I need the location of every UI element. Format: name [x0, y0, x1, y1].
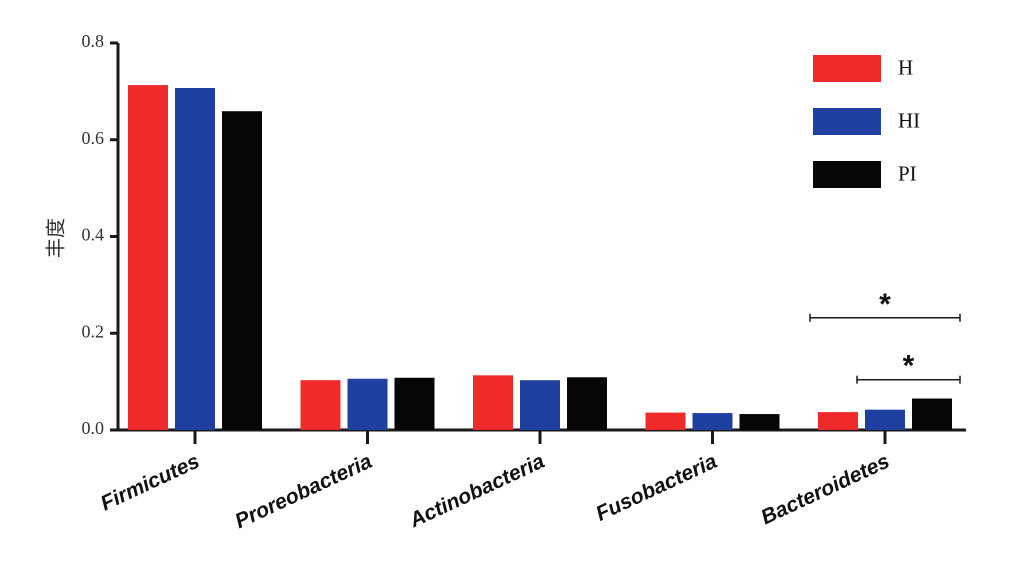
bar-HI-Bacteroidetes	[865, 409, 905, 430]
bar-PI-Fusobacteria	[739, 414, 780, 430]
y-tick-label: 0.4	[82, 225, 105, 245]
y-tick-label: 0.2	[82, 321, 105, 341]
x-tick-label: Fusobacteria	[592, 450, 720, 526]
bar-H-Actinobacteria	[473, 375, 513, 430]
x-tick-label: Firmicutes	[97, 450, 203, 516]
bar-PI-Bacteroidetes	[912, 398, 952, 430]
significance-star: *	[903, 350, 915, 383]
y-tick-label: 0.8	[82, 31, 105, 51]
x-tick-label: Proreobacteria	[232, 450, 376, 534]
bar-H-Firmicutes	[128, 85, 168, 431]
legend-item-PI: PI	[813, 161, 917, 188]
bar-HI-Fusobacteria	[692, 413, 733, 430]
legend-item-HI: HI	[813, 108, 920, 135]
x-tick-label: Bacteroidetes	[758, 450, 894, 530]
legend-swatch	[813, 108, 881, 135]
legend-label: HI	[898, 108, 920, 132]
significance-star: *	[879, 288, 891, 321]
bar-PI-Proreobacteria	[394, 377, 435, 430]
legend: H HI PI	[813, 55, 920, 188]
bar-PI-Actinobacteria	[567, 377, 607, 430]
significance-bracket: *	[856, 350, 961, 384]
bar-HI-Actinobacteria	[520, 380, 560, 430]
bar-PI-Firmicutes	[222, 111, 262, 431]
significance-annotations: **	[809, 288, 961, 384]
y-tick-label: 0.6	[82, 128, 105, 148]
bar-H-Proreobacteria	[300, 380, 341, 430]
legend-item-H: H	[813, 55, 913, 82]
bar-H-Bacteroidetes	[818, 412, 858, 430]
legend-label: PI	[898, 161, 917, 185]
legend-label: H	[898, 55, 913, 79]
bar-HI-Firmicutes	[175, 87, 215, 431]
significance-bracket: *	[809, 288, 961, 322]
bars	[128, 85, 952, 431]
y-axis-label: 丰度	[44, 218, 68, 258]
legend-swatch	[813, 161, 881, 188]
y-tick-label: 0.0	[82, 418, 105, 438]
bar-HI-Proreobacteria	[347, 378, 388, 430]
y-axis: 0.0 0.2 0.4 0.6 0.8	[82, 31, 120, 438]
legend-swatch	[813, 55, 881, 82]
bar-H-Fusobacteria	[645, 412, 686, 430]
x-axis: Firmicutes Proreobacteria Actinobacteria Fu…	[97, 428, 966, 534]
x-tick-label: Actinobacteria	[405, 450, 548, 533]
